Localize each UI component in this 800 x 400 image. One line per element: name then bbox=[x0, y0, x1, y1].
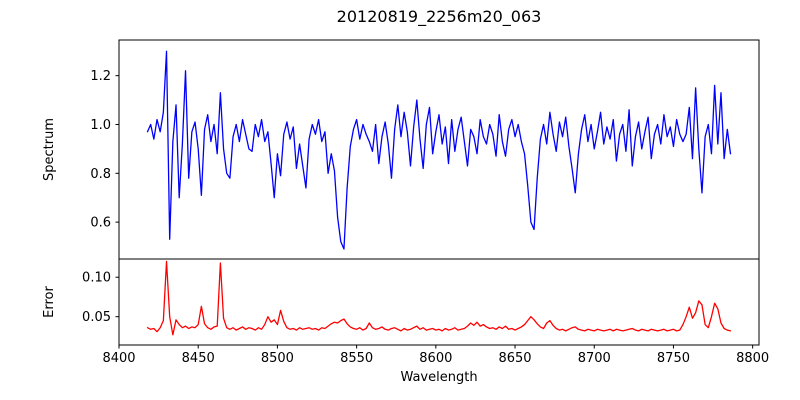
spectrum-y-tick-label: 1.2 bbox=[90, 69, 111, 84]
x-tick-label: 8500 bbox=[261, 351, 294, 366]
spectrum-line bbox=[146, 50, 732, 250]
x-tick-label: 8400 bbox=[102, 351, 135, 366]
error-axes-frame bbox=[118, 258, 760, 346]
spectrum-y-tick-label: 0.8 bbox=[90, 167, 111, 182]
error-y-tick-label: 0.10 bbox=[82, 271, 111, 286]
x-tick-label: 8800 bbox=[736, 351, 769, 366]
spectrum-axes-frame bbox=[118, 39, 760, 260]
x-tick-label: 8750 bbox=[657, 351, 690, 366]
spectrum-y-tick-label: 0.6 bbox=[90, 216, 111, 231]
x-tick-label: 8450 bbox=[182, 351, 215, 366]
plot-title: 20120819_2256m20_063 bbox=[336, 7, 542, 26]
spectrum-y-tick-label: 1.0 bbox=[90, 118, 111, 133]
error-line bbox=[146, 260, 732, 336]
plot-panels: 0.6 0.8 1.0 1.2 0.05 0.10 8400 8450 8500 8550 8600… bbox=[82, 39, 769, 366]
y-axis-label-error: Error bbox=[42, 286, 57, 318]
y-axis-label-spectrum: Spectrum bbox=[42, 118, 57, 181]
error-y-tick-label: 0.05 bbox=[82, 310, 111, 325]
x-tick-label: 8700 bbox=[578, 351, 611, 366]
x-axis-label: Wavelength bbox=[400, 370, 477, 385]
x-tick-label: 8600 bbox=[419, 351, 452, 366]
x-tick-label: 8550 bbox=[340, 351, 373, 366]
x-tick-label: 8650 bbox=[498, 351, 531, 366]
